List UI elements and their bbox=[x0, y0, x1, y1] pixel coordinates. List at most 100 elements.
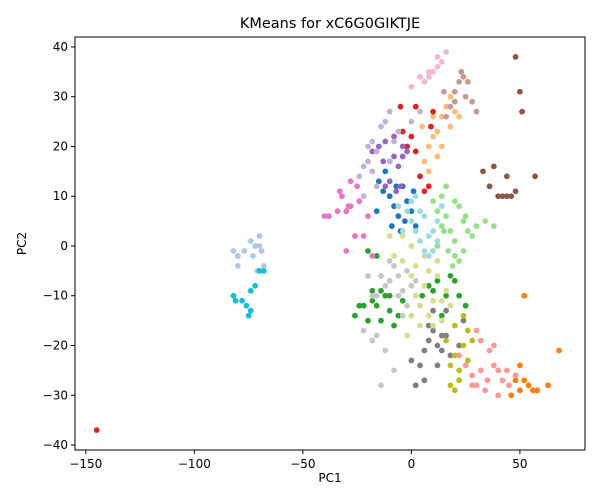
data-point bbox=[382, 347, 389, 354]
data-point bbox=[365, 248, 371, 254]
data-point bbox=[421, 213, 428, 220]
y-axis-label: PC2 bbox=[15, 232, 29, 255]
data-point bbox=[512, 372, 519, 379]
data-point bbox=[460, 317, 467, 324]
data-point bbox=[386, 292, 393, 299]
data-point bbox=[408, 312, 415, 319]
data-point bbox=[430, 297, 436, 304]
data-point bbox=[393, 183, 400, 190]
data-point bbox=[480, 168, 486, 175]
data-point bbox=[421, 347, 428, 354]
data-point bbox=[334, 208, 341, 215]
data-point bbox=[425, 282, 432, 289]
data-point bbox=[451, 88, 458, 95]
data-point bbox=[252, 282, 259, 289]
cluster-series bbox=[369, 133, 410, 195]
data-point bbox=[408, 83, 415, 90]
data-point bbox=[512, 188, 519, 195]
data-point bbox=[486, 347, 493, 354]
data-point bbox=[375, 143, 382, 150]
data-point bbox=[464, 327, 471, 334]
data-point bbox=[556, 347, 562, 354]
data-point bbox=[447, 362, 454, 369]
data-point bbox=[451, 277, 458, 284]
data-point bbox=[447, 103, 454, 110]
data-point bbox=[421, 377, 428, 384]
data-point bbox=[365, 143, 371, 150]
data-point bbox=[321, 213, 328, 220]
data-point bbox=[365, 213, 371, 220]
data-point bbox=[434, 54, 441, 60]
cluster-series bbox=[443, 312, 476, 394]
y-tick-label: −10 bbox=[43, 289, 68, 303]
data-point bbox=[404, 198, 410, 205]
plot-border bbox=[74, 36, 586, 451]
data-point bbox=[425, 143, 432, 150]
data-point bbox=[495, 193, 502, 200]
data-point bbox=[447, 302, 454, 309]
chart-title: KMeans for xC6G0GIKTJE bbox=[240, 16, 420, 32]
data-point bbox=[434, 362, 441, 369]
data-point bbox=[386, 258, 393, 264]
data-point bbox=[469, 233, 476, 239]
data-point bbox=[421, 158, 428, 165]
data-point bbox=[460, 312, 467, 319]
data-point bbox=[421, 188, 428, 195]
data-point bbox=[490, 163, 497, 170]
data-point bbox=[399, 228, 406, 234]
data-point bbox=[451, 387, 458, 394]
data-point bbox=[508, 392, 515, 399]
data-point bbox=[399, 258, 406, 264]
cluster-series bbox=[230, 267, 267, 319]
data-point bbox=[258, 248, 265, 254]
x-tick-label: 0 bbox=[408, 457, 416, 471]
data-point bbox=[521, 377, 528, 384]
data-point bbox=[386, 277, 393, 284]
data-point bbox=[395, 312, 402, 319]
data-point bbox=[382, 138, 389, 145]
data-point bbox=[256, 233, 263, 239]
data-point bbox=[512, 54, 519, 60]
data-point bbox=[395, 292, 402, 299]
data-point bbox=[451, 108, 458, 115]
x-tick-label: −150 bbox=[69, 457, 102, 471]
x-tick-label: 50 bbox=[512, 457, 527, 471]
data-point bbox=[447, 123, 454, 130]
data-point bbox=[412, 193, 419, 200]
data-point bbox=[473, 382, 480, 389]
data-point bbox=[399, 312, 406, 319]
data-point bbox=[456, 203, 463, 210]
data-point bbox=[430, 68, 436, 75]
data-point bbox=[438, 332, 445, 339]
data-point bbox=[252, 243, 259, 249]
data-point bbox=[473, 327, 480, 334]
data-point bbox=[408, 208, 415, 215]
data-point bbox=[395, 203, 402, 210]
y-tick-label: −30 bbox=[43, 388, 68, 402]
data-point bbox=[373, 332, 380, 339]
data-point bbox=[451, 238, 458, 244]
data-point bbox=[434, 153, 441, 160]
data-point bbox=[434, 277, 441, 284]
data-point bbox=[438, 203, 445, 210]
data-point bbox=[451, 198, 458, 205]
data-point bbox=[395, 272, 402, 279]
data-point bbox=[399, 287, 406, 294]
data-point bbox=[451, 322, 458, 329]
data-point bbox=[412, 292, 419, 299]
data-point bbox=[425, 312, 432, 319]
data-point bbox=[386, 233, 393, 239]
data-point bbox=[382, 118, 389, 125]
cluster-series bbox=[419, 93, 463, 175]
data-point bbox=[508, 193, 515, 200]
data-point bbox=[512, 377, 519, 384]
data-point bbox=[382, 292, 389, 299]
data-point bbox=[360, 233, 367, 239]
data-point bbox=[260, 267, 267, 274]
data-point bbox=[375, 178, 382, 185]
data-point bbox=[477, 367, 484, 374]
data-point bbox=[417, 73, 423, 80]
